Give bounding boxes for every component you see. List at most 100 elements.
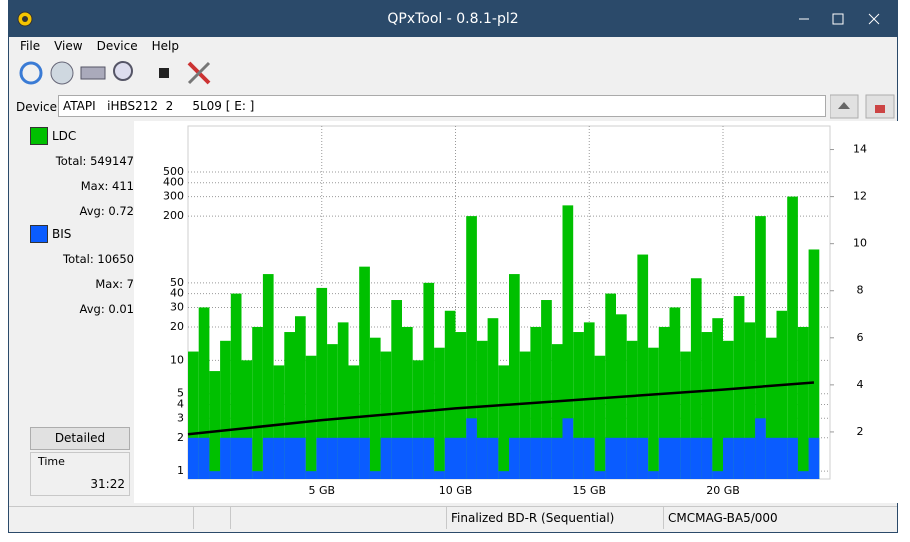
bar <box>316 437 328 479</box>
bar <box>765 337 777 479</box>
y2-tick-label: 4 <box>857 378 864 391</box>
bar <box>498 471 509 479</box>
bar <box>455 332 467 479</box>
bar <box>284 437 295 479</box>
bar <box>509 274 520 479</box>
bar <box>658 437 670 479</box>
bar <box>188 437 199 479</box>
menu-item[interactable]: Device <box>96 39 138 53</box>
bar <box>690 437 702 479</box>
x-tick-label: 5 GB <box>308 484 335 497</box>
bar <box>220 340 231 479</box>
bar <box>337 437 349 479</box>
bar <box>327 344 338 479</box>
device-select[interactable]: ATAPI iHBS212 2 5L09 [ E: ] <box>58 95 826 117</box>
bar <box>337 322 349 479</box>
bar <box>295 316 306 479</box>
bar <box>594 355 606 479</box>
bis-max: Max: 7 <box>95 277 134 291</box>
y-tick-label: 40 <box>170 287 184 300</box>
bar <box>690 278 702 479</box>
y-tick-label: 10 <box>170 353 184 366</box>
ldc-label: LDC <box>52 129 77 143</box>
bar <box>476 437 488 479</box>
bar <box>295 437 306 479</box>
bar <box>391 300 402 479</box>
stat-label: Avg: <box>79 302 105 316</box>
bar <box>712 471 723 479</box>
bar <box>348 437 360 479</box>
menu-item[interactable]: File <box>20 39 41 53</box>
bar <box>423 282 435 479</box>
tool-disc[interactable] <box>50 61 74 85</box>
stat-label: Max: <box>80 179 109 193</box>
bar <box>241 360 253 479</box>
bis-avg: Avg: 0.01 <box>80 302 134 316</box>
bar <box>262 437 274 479</box>
bar <box>562 418 574 479</box>
bar <box>444 437 456 479</box>
stats-panel: LDC Total: 549147 Max: 411 Avg: 0.72 BIS… <box>24 123 134 323</box>
status-cell <box>230 507 446 529</box>
y-tick-label: 50 <box>170 276 184 289</box>
bar <box>262 274 274 479</box>
stat-label: Max: <box>95 277 124 291</box>
bar <box>669 437 681 479</box>
stat-value: 549147 <box>90 154 134 168</box>
bis-label: BIS <box>52 227 72 241</box>
bar <box>230 293 242 479</box>
stat-value: 0.72 <box>108 204 134 218</box>
bar <box>476 340 488 479</box>
tool-refresh[interactable] <box>19 61 43 85</box>
bar <box>658 326 670 479</box>
bar <box>680 437 691 479</box>
menu-item[interactable]: View <box>54 39 83 53</box>
window: QPxTool - 0.8.1-pl2 File View Device Help D… <box>8 0 899 533</box>
y-tick-label: 300 <box>163 190 184 203</box>
status-bar: Finalized BD-R (Sequential) CMCMAG-BA5/0… <box>9 506 897 529</box>
bar <box>723 340 734 479</box>
ldc-avg: Avg: 0.72 <box>80 204 134 218</box>
bar <box>369 337 381 479</box>
app-icon <box>17 11 33 27</box>
ldc-total: Total: 549147 <box>56 154 134 168</box>
window-controls[interactable] <box>789 7 895 31</box>
bar <box>327 437 338 479</box>
bar <box>605 437 616 479</box>
y2-tick-label: 10 <box>853 237 867 250</box>
bar <box>455 437 467 479</box>
stat-value: 0.01 <box>108 302 134 316</box>
bar <box>541 437 552 479</box>
status-cell <box>193 507 230 529</box>
bar <box>423 437 435 479</box>
y2-tick-label: 14 <box>853 143 867 156</box>
bar <box>369 471 381 479</box>
tool-drive[interactable] <box>80 66 106 80</box>
bar <box>466 418 477 479</box>
bar <box>412 360 424 479</box>
tool-stop[interactable] <box>159 68 169 78</box>
bar <box>198 437 210 479</box>
bar <box>573 332 584 479</box>
bar <box>273 437 285 479</box>
y-tick-label: 400 <box>163 176 184 189</box>
bar <box>808 437 820 479</box>
tool-scan[interactable] <box>113 61 133 81</box>
stat-value: 10650 <box>97 252 134 266</box>
bar <box>755 418 766 479</box>
detailed-button[interactable]: Detailed <box>30 427 130 450</box>
bar <box>787 196 798 479</box>
y2-tick-label: 6 <box>857 331 864 344</box>
bar <box>466 216 477 479</box>
bar <box>220 437 231 479</box>
bar <box>305 355 317 479</box>
bar <box>573 437 584 479</box>
bar <box>551 437 563 479</box>
stat-label: Total: <box>63 252 94 266</box>
bar <box>252 326 263 479</box>
menu-item[interactable]: Help <box>151 39 179 53</box>
time-value: 31:22 <box>90 477 125 491</box>
y-tick-label: 4 <box>177 397 184 410</box>
time-box: Time 31:22 <box>30 452 130 496</box>
